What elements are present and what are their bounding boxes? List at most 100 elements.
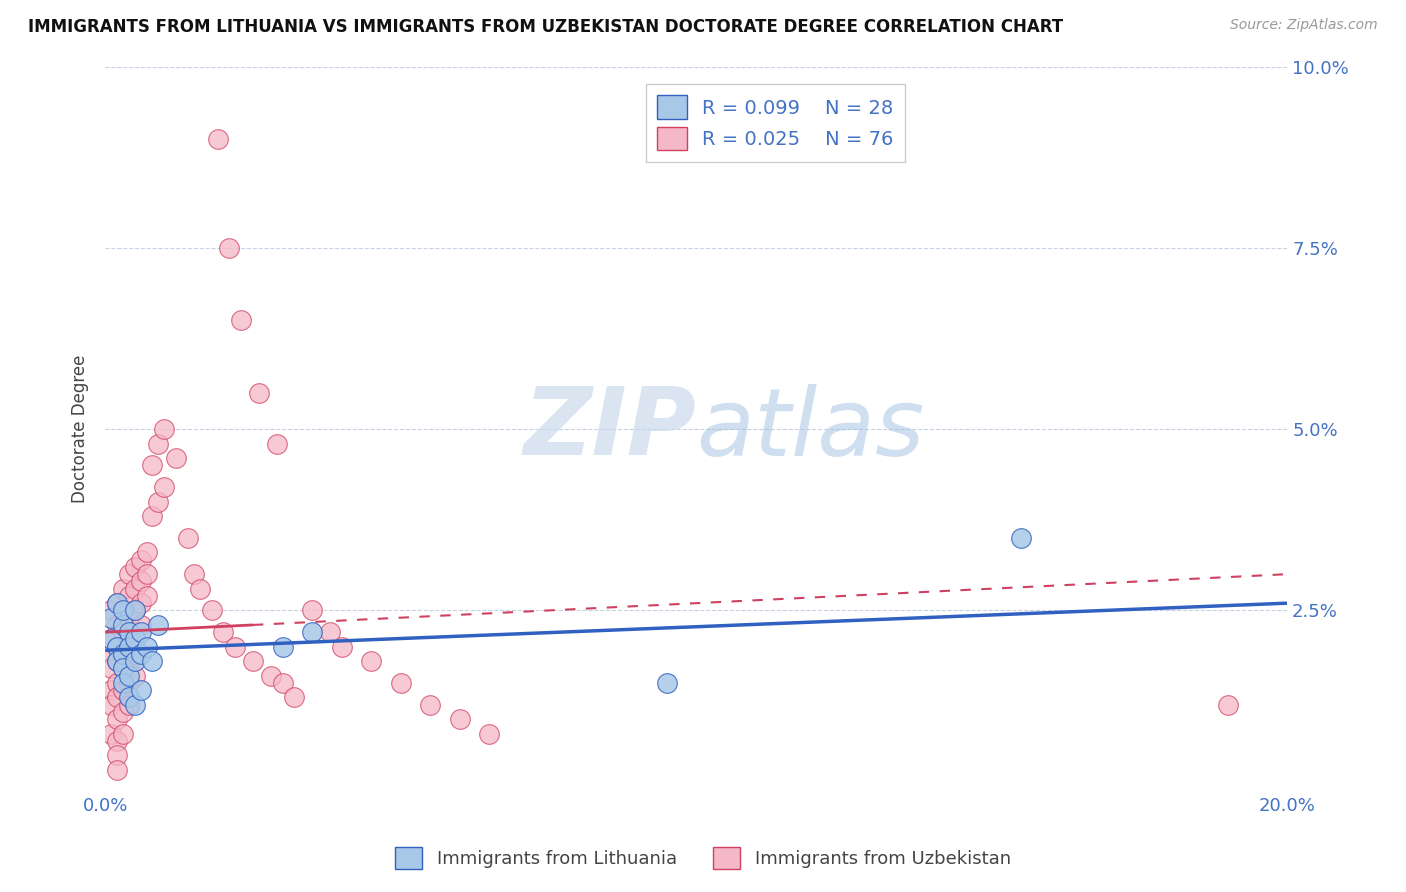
Point xyxy=(165,451,187,466)
Text: IMMIGRANTS FROM LITHUANIA VS IMMIGRANTS FROM UZBEKISTAN DOCTORATE DEGREE CORRELA: IMMIGRANTS FROM LITHUANIA VS IMMIGRANTS … xyxy=(28,18,1063,36)
Point xyxy=(100,727,122,741)
Point xyxy=(148,618,170,632)
Point xyxy=(100,632,122,647)
Point xyxy=(105,676,128,690)
Point xyxy=(124,668,146,682)
Point xyxy=(111,618,134,632)
Point xyxy=(105,596,128,610)
Point xyxy=(118,690,141,705)
Point xyxy=(105,690,128,705)
Point xyxy=(135,640,157,654)
Point xyxy=(301,625,323,640)
Point xyxy=(129,574,152,589)
Point xyxy=(111,676,134,690)
Point xyxy=(105,748,128,763)
Point xyxy=(135,567,157,582)
Point xyxy=(118,676,141,690)
Point xyxy=(129,618,152,632)
Point xyxy=(419,698,441,712)
Point xyxy=(247,385,270,400)
Point xyxy=(118,589,141,603)
Point xyxy=(105,654,128,668)
Point xyxy=(100,603,122,617)
Point xyxy=(100,632,122,647)
Point xyxy=(319,625,342,640)
Point xyxy=(129,596,152,610)
Point xyxy=(177,531,200,545)
Point xyxy=(118,654,141,668)
Point xyxy=(111,661,134,675)
Point xyxy=(449,712,471,726)
Point xyxy=(105,654,128,668)
Point xyxy=(111,647,134,661)
Point xyxy=(124,582,146,596)
Point xyxy=(111,582,134,596)
Point xyxy=(124,625,146,640)
Point xyxy=(100,683,122,698)
Point xyxy=(301,603,323,617)
Point xyxy=(105,763,128,777)
Point xyxy=(111,661,134,675)
Text: atlas: atlas xyxy=(696,384,925,475)
Point xyxy=(153,480,176,494)
Point xyxy=(124,698,146,712)
Point xyxy=(111,603,134,617)
Point xyxy=(141,509,163,524)
Point xyxy=(124,632,146,647)
Point xyxy=(105,640,128,654)
Point xyxy=(111,727,134,741)
Point xyxy=(100,698,122,712)
Point xyxy=(111,705,134,719)
Point xyxy=(124,647,146,661)
Point xyxy=(242,654,264,668)
Point xyxy=(183,567,205,582)
Point xyxy=(200,603,222,617)
Point xyxy=(124,603,146,617)
Point xyxy=(129,552,152,566)
Point xyxy=(141,458,163,473)
Text: ZIP: ZIP xyxy=(523,384,696,475)
Point xyxy=(271,676,294,690)
Point xyxy=(100,647,122,661)
Point xyxy=(153,422,176,436)
Point xyxy=(129,625,152,640)
Y-axis label: Doctorate Degree: Doctorate Degree xyxy=(72,355,89,503)
Legend: R = 0.099    N = 28, R = 0.025    N = 76: R = 0.099 N = 28, R = 0.025 N = 76 xyxy=(645,84,905,162)
Point xyxy=(148,494,170,508)
Point xyxy=(111,647,134,661)
Point xyxy=(283,690,305,705)
Point xyxy=(129,647,152,661)
Point xyxy=(330,640,353,654)
Point xyxy=(105,712,128,726)
Point xyxy=(118,625,141,640)
Point xyxy=(105,596,128,610)
Point xyxy=(148,436,170,450)
Point xyxy=(260,668,283,682)
Point xyxy=(271,640,294,654)
Point xyxy=(111,625,134,640)
Point xyxy=(105,734,128,748)
Point xyxy=(100,661,122,675)
Point xyxy=(124,654,146,668)
Point xyxy=(129,683,152,698)
Point xyxy=(266,436,288,450)
Point xyxy=(655,676,678,690)
Point xyxy=(118,668,141,682)
Point xyxy=(100,610,122,624)
Point xyxy=(111,603,134,617)
Point xyxy=(1010,531,1032,545)
Point xyxy=(1216,698,1239,712)
Point xyxy=(188,582,211,596)
Point xyxy=(231,313,253,327)
Point xyxy=(118,610,141,624)
Point xyxy=(224,640,246,654)
Point xyxy=(105,618,128,632)
Point xyxy=(124,560,146,574)
Point xyxy=(135,589,157,603)
Point xyxy=(118,567,141,582)
Point xyxy=(111,683,134,698)
Point xyxy=(218,241,240,255)
Point xyxy=(118,640,141,654)
Point xyxy=(135,545,157,559)
Point xyxy=(105,640,128,654)
